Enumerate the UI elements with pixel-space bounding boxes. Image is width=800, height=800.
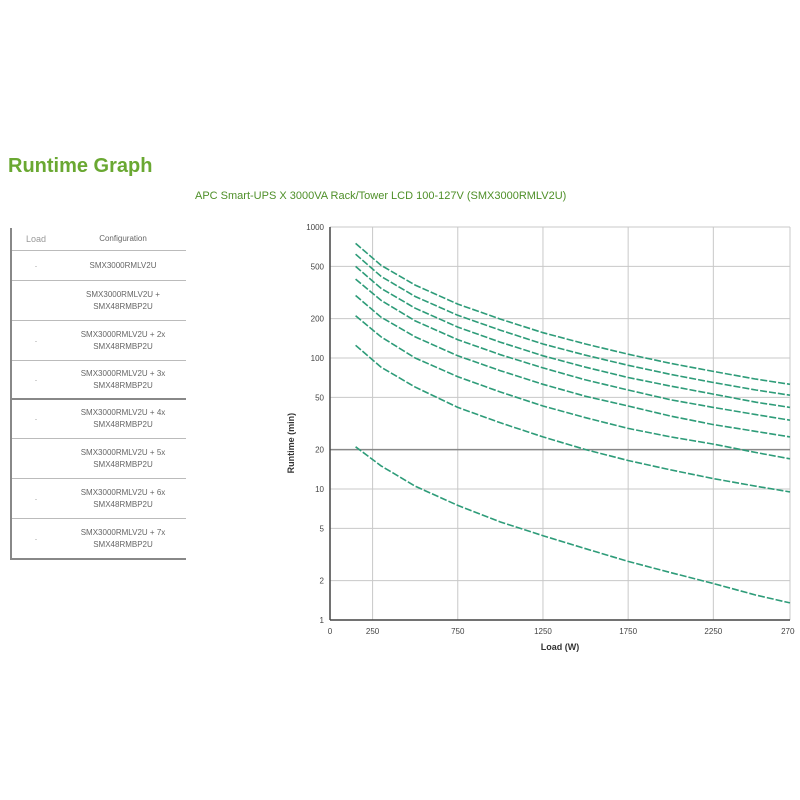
series-line-6 bbox=[355, 265, 791, 409]
legend-row: · SMX3000RMLV2U bbox=[12, 250, 186, 280]
y-tick-label: 2 bbox=[320, 577, 325, 586]
legend-marker: · bbox=[34, 374, 38, 385]
legend-label: SMX3000RMLV2U + 2x SMX48RMBP2U bbox=[80, 329, 166, 351]
legend-header-configuration: Configuration bbox=[99, 234, 147, 243]
y-tick-label: 200 bbox=[311, 315, 325, 324]
legend-marker: · bbox=[34, 493, 38, 504]
legend-label: SMX3000RMLV2U bbox=[89, 260, 157, 270]
y-tick-label: 20 bbox=[315, 446, 324, 455]
x-tick-label: 1750 bbox=[619, 627, 637, 636]
legend-label: SMX3000RMLV2U + 5x SMX48RMBP2U bbox=[80, 447, 166, 469]
x-tick-label: 0 bbox=[328, 627, 333, 636]
x-tick-label: 1250 bbox=[534, 627, 552, 636]
x-axis-label: Load (W) bbox=[541, 642, 580, 652]
y-tick-label: 1000 bbox=[306, 223, 324, 232]
x-tick-label: 750 bbox=[451, 627, 465, 636]
legend-marker: · bbox=[34, 533, 38, 544]
legend-row: · SMX3000RMLV2U + 6x SMX48RMBP2U bbox=[12, 478, 186, 518]
y-tick-label: 50 bbox=[315, 393, 324, 402]
legend-row: · SMX3000RMLV2U + 2x SMX48RMBP2U bbox=[12, 320, 186, 360]
series-line-4 bbox=[355, 294, 791, 438]
legend-marker: · bbox=[34, 414, 38, 424]
legend-label: SMX3000RMLV2U + 4x SMX48RMBP2U bbox=[80, 408, 166, 429]
y-tick-label: 100 bbox=[311, 354, 325, 363]
x-tick-label: 250 bbox=[366, 627, 380, 636]
legend-row: SMX3000RMLV2U + 5x SMX48RMBP2U bbox=[12, 438, 186, 478]
legend-table: Load Configuration · SMX3000RMLV2U SMX30… bbox=[10, 228, 186, 560]
y-tick-label: 1 bbox=[320, 616, 325, 625]
legend-header-load: Load bbox=[25, 234, 47, 244]
chart-title: APC Smart-UPS X 3000VA Rack/Tower LCD 10… bbox=[195, 190, 567, 202]
legend-label: SMX3000RMLV2U + 3x SMX48RMBP2U bbox=[80, 368, 166, 390]
legend-row: · SMX3000RMLV2U + 3x SMX48RMBP2U bbox=[12, 360, 186, 398]
y-tick-label: 5 bbox=[320, 524, 325, 533]
page-title: Runtime Graph bbox=[8, 155, 153, 177]
x-tick-label: 2700 bbox=[781, 627, 795, 636]
legend-marker: · bbox=[34, 260, 38, 271]
series-line-2 bbox=[355, 344, 791, 493]
legend-label: SMX3000RMLV2U + 6x SMX48RMBP2U bbox=[80, 487, 166, 509]
series-line-3 bbox=[355, 315, 791, 460]
series-line-8 bbox=[355, 242, 791, 386]
runtime-chart: 1 2 5 10 20 50 100 200 500 1000 0 250 750 1250 1750 225… bbox=[286, 223, 795, 652]
y-tick-label: 10 bbox=[315, 485, 324, 494]
series-line-1 bbox=[355, 446, 791, 604]
y-tick-label: 500 bbox=[311, 262, 325, 271]
legend-row: · SMX3000RMLV2U + 7x SMX48RMBP2U bbox=[12, 518, 186, 558]
x-tick-label: 2250 bbox=[704, 627, 722, 636]
y-axis-label: Runtime (min) bbox=[286, 413, 296, 474]
legend-label: SMX3000RMLV2U + SMX48RMBP2U bbox=[86, 289, 160, 311]
legend-marker: · bbox=[34, 335, 38, 346]
legend-header: Load Configuration bbox=[12, 228, 186, 250]
legend-label: SMX3000RMLV2U + 7x SMX48RMBP2U bbox=[80, 527, 166, 549]
legend-row: SMX3000RMLV2U + SMX48RMBP2U bbox=[12, 280, 186, 320]
legend-row: · SMX3000RMLV2U + 4x SMX48RMBP2U bbox=[12, 398, 186, 438]
series-line-5 bbox=[355, 278, 791, 421]
series-line-7 bbox=[355, 253, 791, 396]
